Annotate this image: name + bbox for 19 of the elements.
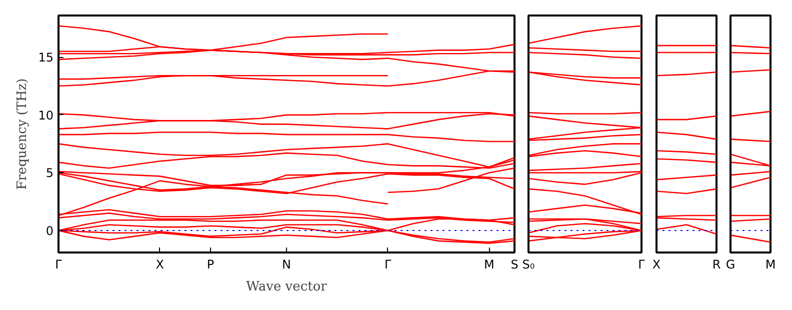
x-axis-title: Wave vector <box>246 280 328 294</box>
x-tick-label: S <box>510 258 518 272</box>
x-tick-label: S₀ <box>522 258 535 272</box>
x-tick-label: M <box>765 258 776 272</box>
x-tick-label: Γ <box>384 258 392 272</box>
y-tick-label: 10 <box>38 108 54 122</box>
x-tick-label: X <box>652 258 661 272</box>
x-tick-label: P <box>206 258 214 272</box>
y-axis-title: Frequency (THz) <box>15 78 30 190</box>
x-tick-label: Γ <box>638 258 646 272</box>
y-tick-label: 0 <box>46 224 54 238</box>
x-tick-label: Γ <box>55 258 62 272</box>
x-tick-label: R <box>712 258 721 272</box>
x-tick-label: G <box>726 258 736 272</box>
x-tick-label: N <box>282 258 291 272</box>
x-tick-label: X <box>156 258 164 272</box>
y-tick-label: 5 <box>46 166 54 180</box>
x-tick-label: M <box>484 258 494 272</box>
y-tick-label: 15 <box>38 50 54 65</box>
